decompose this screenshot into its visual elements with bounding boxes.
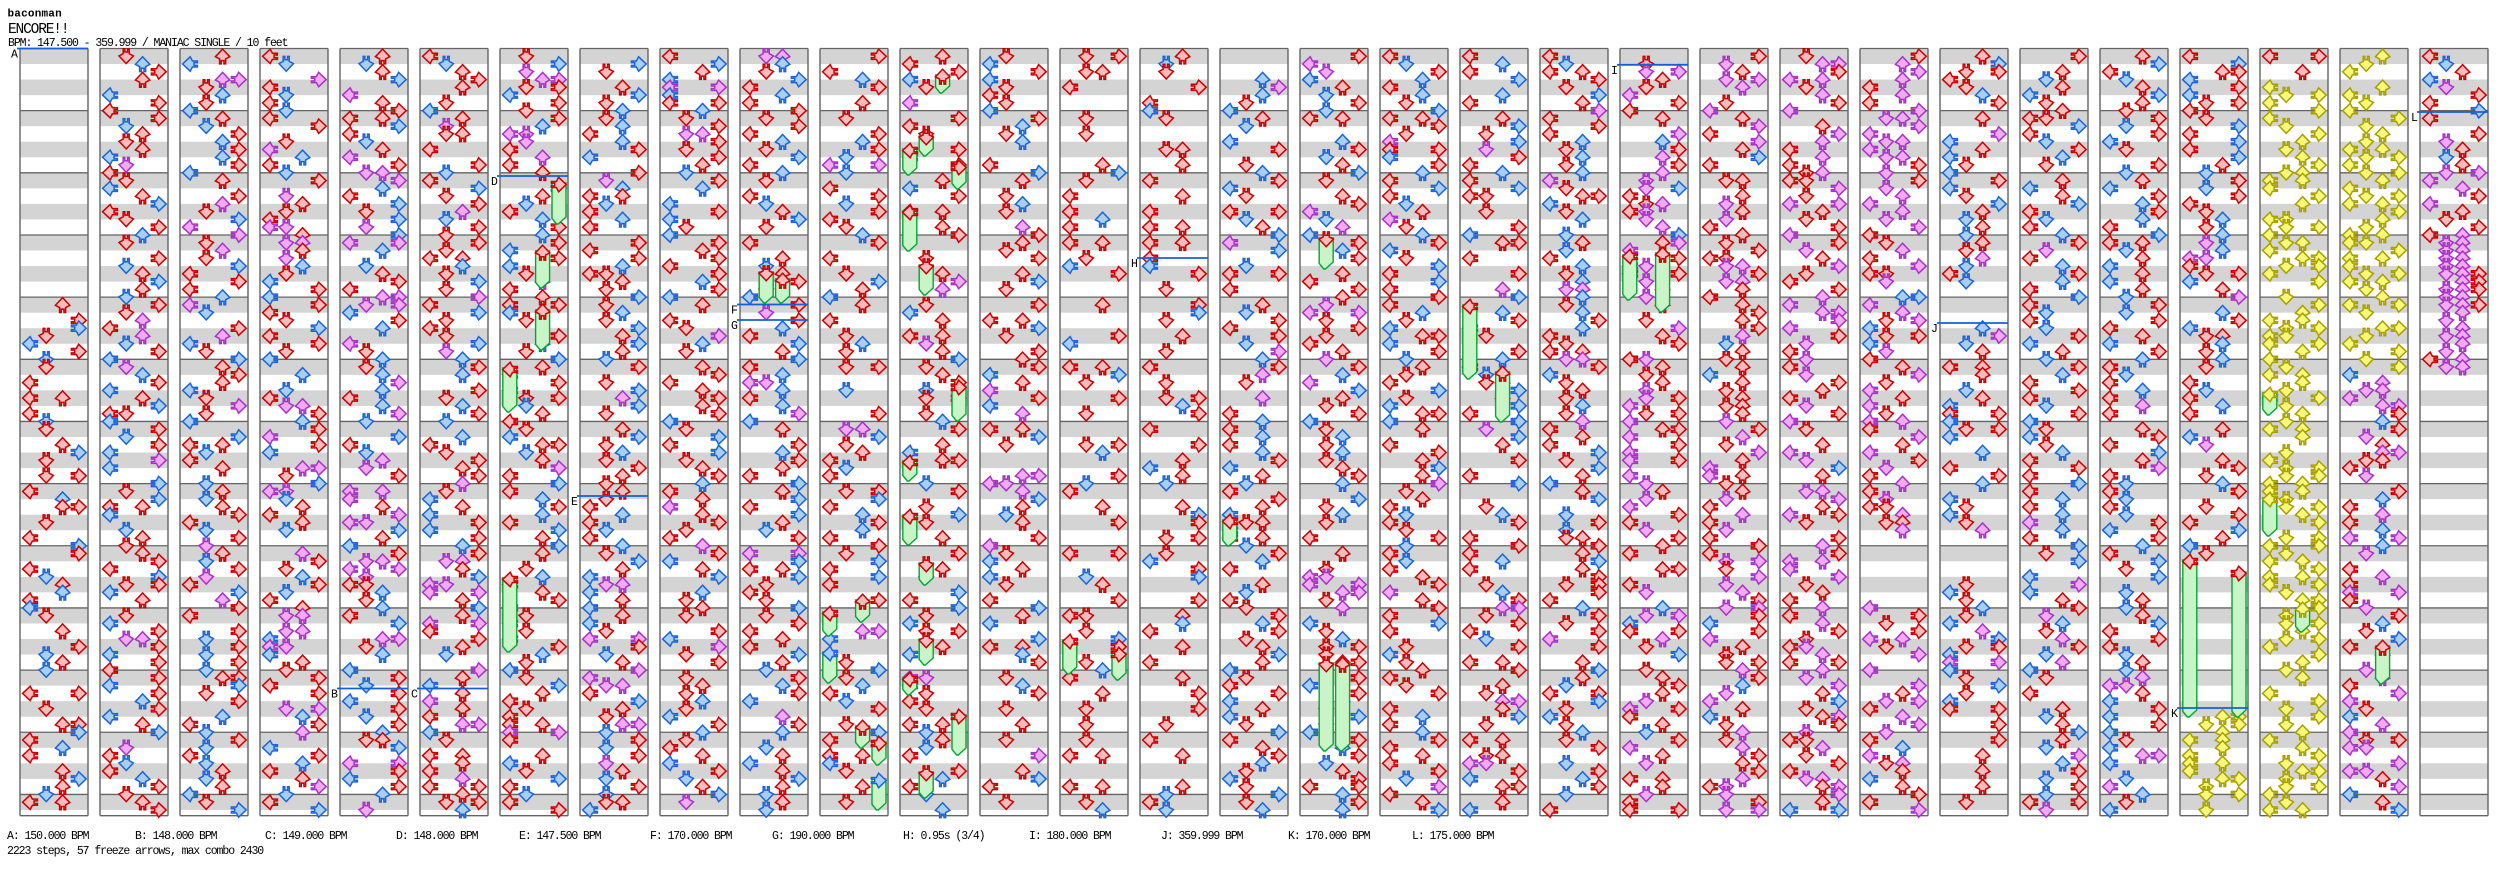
svg-text:G: G: [731, 320, 738, 333]
svg-text:J: J: [1931, 323, 1938, 336]
svg-text:L: L: [2411, 112, 2418, 125]
svg-text:I: I: [1611, 65, 1618, 78]
svg-text:D: 148.000 BPM: D: 148.000 BPM: [396, 830, 479, 843]
svg-text:F: F: [731, 305, 738, 318]
svg-text:A: 150.000 BPM: A: 150.000 BPM: [7, 830, 90, 843]
svg-text:G: 190.000 BPM: G: 190.000 BPM: [772, 830, 855, 843]
svg-text:E: 147.500 BPM: E: 147.500 BPM: [519, 830, 602, 843]
svg-text:J: 359.999 BPM: J: 359.999 BPM: [1161, 830, 1244, 843]
svg-text:C: C: [411, 689, 418, 702]
svg-text:C: 149.000 BPM: C: 149.000 BPM: [265, 830, 348, 843]
svg-text:I: 180.000 BPM: I: 180.000 BPM: [1029, 830, 1112, 843]
svg-text:F: 170.000 BPM: F: 170.000 BPM: [650, 830, 733, 843]
svg-text:BPM: 147.500 - 359.999 / MANIA: BPM: 147.500 - 359.999 / MANIAC SINGLE /…: [8, 37, 288, 50]
svg-text:baconman: baconman: [8, 9, 62, 21]
svg-text:H: H: [1131, 258, 1138, 271]
svg-text:K: K: [2171, 708, 2178, 721]
svg-text:D: D: [491, 176, 498, 189]
svg-text:L: 175.000 BPM: L: 175.000 BPM: [1412, 830, 1495, 843]
svg-text:B: 148.000 BPM: B: 148.000 BPM: [135, 830, 218, 843]
svg-text:ENCORE!!: ENCORE!!: [8, 22, 68, 38]
svg-text:H: 0.95s (3/4): H: 0.95s (3/4): [903, 830, 985, 843]
svg-text:A: A: [11, 49, 18, 62]
svg-text:B: B: [331, 689, 338, 702]
svg-text:2223 steps, 57 freeze arrows,: 2223 steps, 57 freeze arrows, max combo …: [7, 845, 264, 858]
svg-text:E: E: [571, 496, 578, 509]
svg-text:K: 170.000 BPM: K: 170.000 BPM: [1288, 830, 1371, 843]
